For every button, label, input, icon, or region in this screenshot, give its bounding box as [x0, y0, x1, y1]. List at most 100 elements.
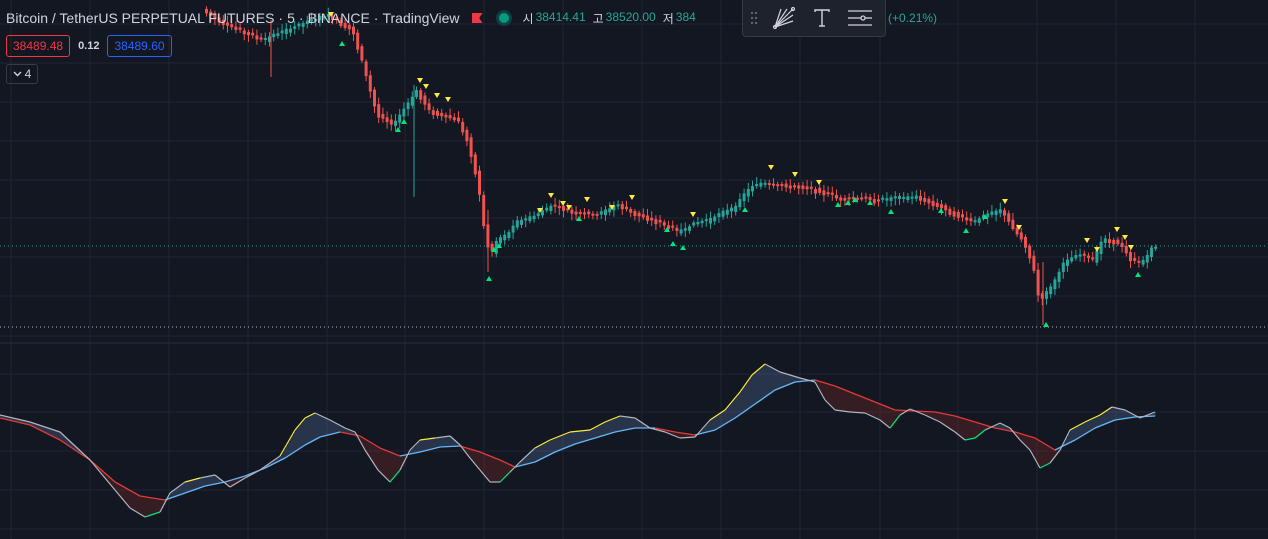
buy-signal-icon — [395, 127, 401, 132]
oscillator-fill — [234, 479, 236, 486]
candle-body — [948, 208, 952, 215]
sell-signal-icon — [629, 195, 635, 200]
fast-line-segment — [724, 391, 741, 411]
fast-line-segment — [619, 415, 636, 419]
candle-body — [289, 28, 292, 33]
oscillator-fill — [440, 437, 442, 448]
oscillator-fill — [396, 454, 398, 476]
oscillator-fill — [942, 413, 944, 424]
indicator-count: 4 — [24, 67, 32, 81]
candle-body — [776, 184, 780, 187]
oscillator-fill — [380, 448, 382, 473]
slow-line-segment — [734, 403, 756, 419]
settings-lines-icon[interactable] — [841, 0, 879, 36]
oscillator-fill — [980, 423, 982, 435]
oscillator-fill — [1068, 434, 1070, 444]
candle-body — [889, 197, 893, 201]
slow-line-segment — [574, 437, 596, 445]
fast-line-segment — [834, 409, 851, 413]
oscillator-fill — [32, 422, 34, 427]
oscillator-fill — [490, 456, 492, 483]
oscillator-fill — [1150, 414, 1152, 417]
oscillator-fill — [120, 484, 122, 497]
candle-body — [541, 210, 544, 216]
oscillator-fill — [586, 430, 588, 442]
oscillator-fill — [804, 379, 806, 382]
oscillator-fill — [676, 432, 678, 437]
slow-line-segment — [594, 431, 616, 439]
oscillator-fill — [664, 429, 666, 433]
oscillator-fill — [18, 419, 20, 423]
oscillator-fill — [486, 454, 488, 478]
oscillator-fill — [130, 490, 132, 509]
buy-price-button[interactable]: 38489.60 — [107, 35, 172, 57]
oscillator-fill — [722, 412, 724, 427]
slow-line-segment — [994, 427, 1016, 433]
oscillator-fill — [1048, 445, 1050, 465]
oscillator-fill — [538, 446, 540, 461]
oscillator-fill — [322, 416, 324, 437]
oscillator-fill — [994, 425, 996, 429]
oscillator-fill — [1118, 408, 1120, 421]
fib-fan-icon[interactable] — [765, 0, 803, 36]
fast-line-segment — [569, 429, 591, 433]
candle-body — [797, 185, 801, 189]
flag-icon[interactable] — [471, 13, 483, 23]
interval-label[interactable]: 5 — [287, 10, 295, 26]
oscillator-fill — [52, 429, 54, 437]
oscillator-fill — [158, 498, 160, 514]
buy-signal-icon — [888, 209, 894, 214]
drag-handle-icon[interactable] — [743, 0, 765, 36]
oscillator-fill — [986, 425, 988, 431]
candle-body — [268, 36, 271, 42]
oscillator-fill — [578, 431, 580, 444]
candle-body — [251, 32, 255, 36]
oscillator-fill — [998, 423, 1000, 430]
candle-body — [688, 226, 691, 231]
candle-body — [982, 214, 985, 218]
fast-line-segment — [549, 431, 571, 441]
candle-body — [331, 15, 334, 20]
oscillator-fill — [34, 423, 36, 428]
candle-body — [440, 112, 444, 117]
open-value: 38414.41 — [535, 9, 586, 24]
text-tool-icon[interactable] — [803, 0, 841, 36]
oscillator-fill — [198, 478, 200, 489]
candle-body — [763, 182, 767, 185]
candle-body — [839, 197, 843, 201]
candle-body — [822, 190, 826, 196]
oscillator-fill — [54, 430, 56, 438]
candle-body — [339, 20, 343, 27]
oscillator-fill — [1020, 433, 1022, 441]
oscillator-fill — [818, 380, 820, 388]
oscillator-fill — [640, 421, 642, 429]
candle-body — [276, 33, 280, 37]
sell-price-button[interactable]: 38489.48 — [6, 35, 71, 57]
oscillator-fill — [934, 411, 936, 420]
oscillator-fill — [690, 434, 692, 438]
slow-line-segment — [1054, 439, 1076, 451]
candle-body — [885, 198, 889, 201]
slow-line-segment — [264, 457, 286, 469]
sell-signal-icon — [548, 193, 554, 198]
oscillator-fill — [274, 460, 276, 464]
oscillator-fill — [670, 431, 672, 435]
market-status-icon[interactable] — [498, 13, 509, 23]
candle-body — [356, 32, 360, 50]
candle-body — [1112, 239, 1116, 245]
oscillator-fill — [758, 369, 760, 403]
oscillator-fill — [204, 477, 206, 487]
oscillator-fill — [474, 450, 476, 464]
candle-body — [595, 213, 599, 216]
slow-line-segment — [934, 411, 956, 417]
symbol-title[interactable]: Bitcoin / TetherUS PERPETUAL FUTURES — [6, 10, 275, 26]
slow-line-segment — [479, 451, 501, 461]
candle-body — [956, 211, 960, 218]
oscillator-fill — [572, 431, 574, 446]
indicators-toggle-button[interactable]: 4 — [6, 64, 38, 84]
oscillator-fill — [366, 439, 368, 453]
oscillator-fill — [930, 411, 932, 418]
oscillator-fill — [470, 449, 472, 459]
sell-signal-icon — [328, 12, 334, 17]
